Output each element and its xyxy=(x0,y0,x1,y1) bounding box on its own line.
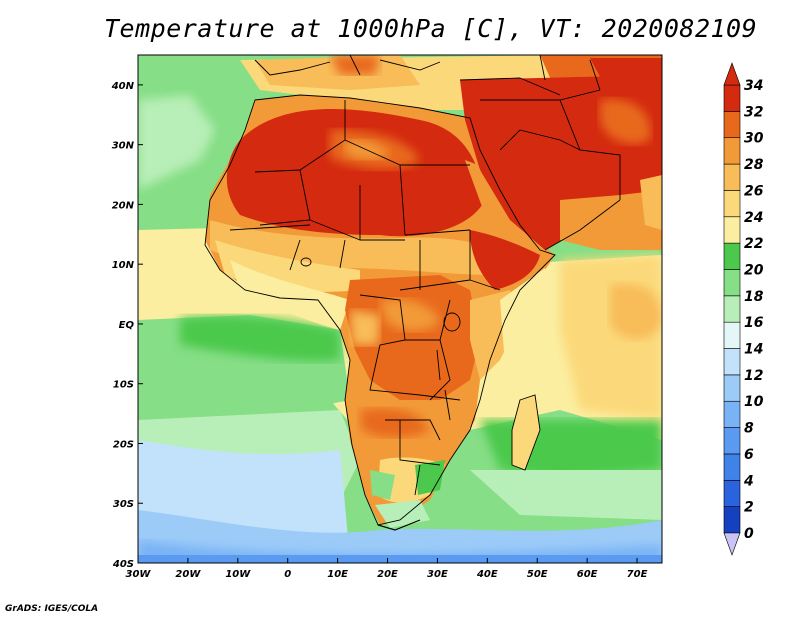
lon-tick-label: 20E xyxy=(377,569,398,580)
colorbar-bin xyxy=(723,321,741,349)
colorbar-bin xyxy=(723,374,741,402)
chart-title: Temperature at 1000hPa [C], VT: 20200821… xyxy=(104,14,758,43)
colorbar-bin xyxy=(723,348,741,376)
lon-tick-label: 70E xyxy=(627,569,648,580)
lon-tick-label: 30E xyxy=(427,569,448,580)
lon-tick-label: 40E xyxy=(476,569,498,580)
lat-tick-label: 40S xyxy=(112,559,134,570)
lon-tick-label: 10E xyxy=(327,569,348,580)
colorbar-label: 14 xyxy=(744,342,763,358)
colorbar-bin xyxy=(723,295,741,323)
lat-tick-label: 20N xyxy=(112,200,135,211)
lon-tick-label: 50E xyxy=(527,569,548,580)
lat-tick-label: 10S xyxy=(113,380,134,391)
colorbar-bin xyxy=(723,269,741,297)
colorbar-label: 30 xyxy=(744,131,764,147)
colorbar-label: 0 xyxy=(744,526,754,542)
lat-tick-label: 20S xyxy=(113,439,134,450)
lon-tick-label: 60E xyxy=(577,569,598,580)
colorbar-label: 28 xyxy=(744,157,764,173)
colorbar-bin xyxy=(723,400,741,428)
colorbar-label: 24 xyxy=(744,210,763,226)
colorbar-label: 34 xyxy=(744,78,763,94)
colorbar-bin xyxy=(723,111,741,139)
colorbar-label: 2 xyxy=(744,500,754,516)
colorbar-label: 4 xyxy=(743,473,754,489)
lat-tick-label: 10N xyxy=(112,260,135,271)
colorbar-max-arrow xyxy=(723,62,741,86)
plot-frame xyxy=(137,54,663,564)
colorbar-bin xyxy=(723,479,741,507)
lon-tick-label: 20W xyxy=(175,569,201,580)
colorbar-bin xyxy=(723,242,741,270)
lon-tick-label: 30W xyxy=(126,569,152,580)
colorbar-bin xyxy=(723,137,741,165)
lat-tick-label: 30S xyxy=(113,499,134,510)
colorbar-bin xyxy=(723,453,741,481)
colorbar-bin xyxy=(723,216,741,244)
lat-tick-label: EQ xyxy=(119,320,135,331)
lon-tick-label: 0 xyxy=(284,569,291,580)
longitude-axis: 30W 20W 10W 0 10E 20E 30E 40E 50E 60E 70E xyxy=(126,558,648,580)
credit-label: GrADS: IGES/COLA xyxy=(5,604,99,614)
colorbar-label: 26 xyxy=(744,183,764,199)
colorbar-label: 8 xyxy=(744,421,754,437)
colorbar-label: 12 xyxy=(744,368,763,384)
lat-tick-label: 40N xyxy=(111,81,135,92)
lat-tick-label: 30N xyxy=(112,141,135,152)
colorbar-bin xyxy=(723,84,741,112)
colorbar-label: 16 xyxy=(744,315,764,331)
colorbar-bin xyxy=(723,190,741,218)
colorbar-label: 18 xyxy=(744,289,764,305)
colorbar-bin xyxy=(723,506,741,534)
colorbar-bin xyxy=(723,427,741,455)
colorbar-label: 6 xyxy=(744,447,754,463)
colorbar-bin xyxy=(723,163,741,191)
temperature-field xyxy=(138,55,662,563)
latitude-axis: 40N 30N 20N 10N EQ 10S 20S 30S 40S xyxy=(111,81,143,570)
colorbar-label: 32 xyxy=(744,104,763,120)
colorbar-label: 22 xyxy=(744,236,763,252)
colorbar-label: 10 xyxy=(744,394,764,410)
colorbar-min-arrow xyxy=(723,532,741,556)
lon-tick-label: 10W xyxy=(225,569,251,580)
colorbar-label: 20 xyxy=(744,262,764,278)
